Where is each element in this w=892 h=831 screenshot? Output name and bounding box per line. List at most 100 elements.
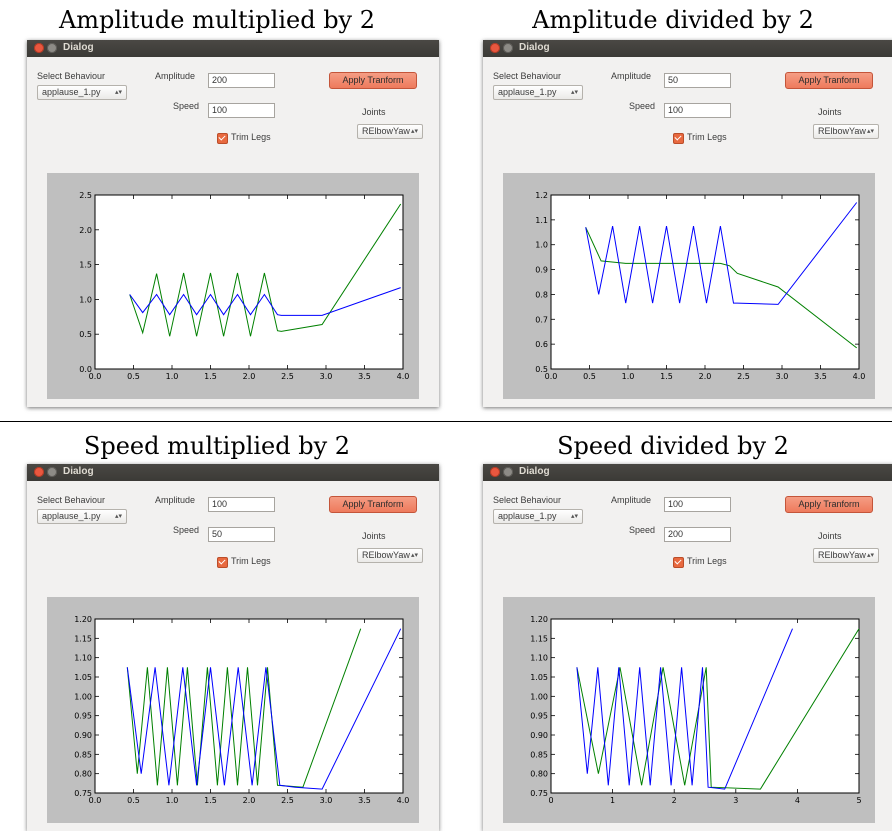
behaviour-value: applause_1.py [42,87,101,97]
plot-frame [94,194,404,370]
y-tick-label: 0.5 [79,330,92,339]
x-tick-label: 0.5 [127,796,140,805]
close-icon[interactable] [34,43,44,53]
x-tick-label: 4.0 [397,372,410,381]
amplitude-input[interactable]: 100 [208,497,275,512]
dialog-window: Dialog Select Behaviour applause_1.py ▴▾ Amp… [27,40,439,407]
x-tick-label: 2.0 [243,796,256,805]
title-bar: Dialog [27,40,439,57]
series-line-2 [576,628,793,790]
x-tick-label: 1.5 [660,372,673,381]
series-line-1 [126,628,362,788]
y-tick-label: 0.5 [535,365,548,374]
select-behaviour-label: Select Behaviour [37,71,106,81]
joints-select[interactable]: RElbowYaw ▴▾ [813,124,879,139]
trim-legs-checkbox[interactable] [673,133,684,144]
x-tick-label: 0.0 [89,372,102,381]
trim-legs-label: Trim Legs [231,132,271,142]
series-line-2 [129,287,401,316]
dialog-window: Dialog Select Behaviour applause_1.py ▴▾ Amp… [483,464,892,831]
close-icon[interactable] [490,467,500,477]
apply-transform-button[interactable]: Apply Tranform [329,496,417,513]
y-tick-label: 1.10 [530,654,548,663]
joints-select[interactable]: RElbowYaw ▴▾ [357,124,423,139]
window-title: Dialog [519,42,550,53]
joint-value: RElbowYaw [362,126,410,136]
amplitude-input[interactable]: 100 [664,497,731,512]
select-behaviour-label: Select Behaviour [37,495,106,505]
title-bar: Dialog [483,40,892,57]
y-tick-label: 1.5 [79,261,92,270]
speed-input[interactable]: 200 [664,527,731,542]
amplitude-input[interactable]: 50 [664,73,731,88]
y-tick-label: 1.05 [74,673,92,682]
x-tick-label: 0.0 [545,372,558,381]
plot-area: 0 1 2 3 4 5 0.75 0.80 0.85 0.90 0.95 1.00 1.05 1.10 1.… [503,597,875,823]
series-line-2 [126,628,402,790]
y-tick-label: 0.6 [535,340,548,349]
line-chart: 0.0 0.5 1.0 1.5 2.0 2.5 3.0 3.5 4.00.50.60.70.80… [535,191,865,381]
x-tick-label: 1.5 [204,372,217,381]
trim-legs-checkbox[interactable] [673,557,684,568]
title-bar: Dialog [27,464,439,481]
window-title: Dialog [63,42,94,53]
x-tick-label: 3.5 [814,372,827,381]
apply-transform-button[interactable]: Apply Tranform [785,496,873,513]
trim-legs-checkbox[interactable] [217,557,228,568]
y-tick-label: 0.95 [530,712,548,721]
series-line-1 [576,628,860,790]
y-tick-label: 1.20 [74,615,92,624]
x-tick-label: 3 [733,796,738,805]
x-tick-label: 2.0 [243,372,256,381]
y-tick-label: 0.7 [535,315,548,324]
select-arrows-icon: ▴▾ [410,128,418,135]
joint-value: RElbowYaw [362,550,410,560]
speed-label: Speed [629,525,656,535]
y-tick-label: 1.05 [530,673,548,682]
x-tick-label: 2.0 [699,372,712,381]
trim-legs-label: Trim Legs [687,556,727,566]
y-tick-label: 1.2 [535,191,548,200]
speed-input[interactable]: 100 [208,103,275,118]
x-tick-label: 3.0 [320,796,333,805]
amplitude-input[interactable]: 200 [208,73,275,88]
joints-select[interactable]: RElbowYaw ▴▾ [357,548,423,563]
panel-caption: Speed multiplied by 2 [83,432,351,460]
amplitude-label: Amplitude [611,71,652,81]
behaviour-select[interactable]: applause_1.py ▴▾ [493,509,583,524]
close-icon[interactable] [490,43,500,53]
apply-transform-button[interactable]: Apply Tranform [329,72,417,89]
y-tick-label: 2.0 [79,226,92,235]
x-tick-label: 1.5 [204,796,217,805]
trim-legs-checkbox[interactable] [217,133,228,144]
behaviour-select[interactable]: applause_1.py ▴▾ [37,85,127,100]
y-tick-label: 0.90 [530,731,548,740]
minimize-icon[interactable] [503,43,513,53]
y-tick-label: 0.85 [74,750,92,759]
plot-frame [550,618,860,794]
x-tick-label: 2 [672,796,677,805]
y-tick-label: 0.0 [79,365,92,374]
apply-transform-button[interactable]: Apply Tranform [785,72,873,89]
behaviour-select[interactable]: applause_1.py ▴▾ [37,509,127,524]
select-arrows-icon: ▴▾ [114,513,122,520]
behaviour-select[interactable]: applause_1.py ▴▾ [493,85,583,100]
y-tick-label: 0.8 [535,290,548,299]
line-chart: 0 1 2 3 4 5 0.75 0.80 0.85 0.90 0.95 1.00 1.05 1.10 1.… [530,615,861,805]
close-icon[interactable] [34,467,44,477]
x-tick-label: 0.0 [89,796,102,805]
line-chart: 0.0 0.5 1.0 1.5 2.0 2.5 3.0 3.5 4.0 0.75 0.80 0.85 0… [74,615,409,805]
speed-label: Speed [173,525,200,535]
minimize-icon[interactable] [503,467,513,477]
x-tick-label: 0.5 [583,372,596,381]
minimize-icon[interactable] [47,467,57,477]
plot-frame [550,194,860,370]
joints-select[interactable]: RElbowYaw ▴▾ [813,548,879,563]
minimize-icon[interactable] [47,43,57,53]
speed-input[interactable]: 50 [208,527,275,542]
dialog-window: Dialog Select Behaviour applause_1.py ▴▾ Amp… [483,40,892,407]
plot-area: 0.0 0.5 1.0 1.5 2.0 2.5 3.0 3.5 4.0 0.0 0.5 1.0 1.5 2… [47,173,419,399]
y-tick-label: 0.75 [530,789,548,798]
select-arrows-icon: ▴▾ [570,89,578,96]
speed-input[interactable]: 100 [664,103,731,118]
